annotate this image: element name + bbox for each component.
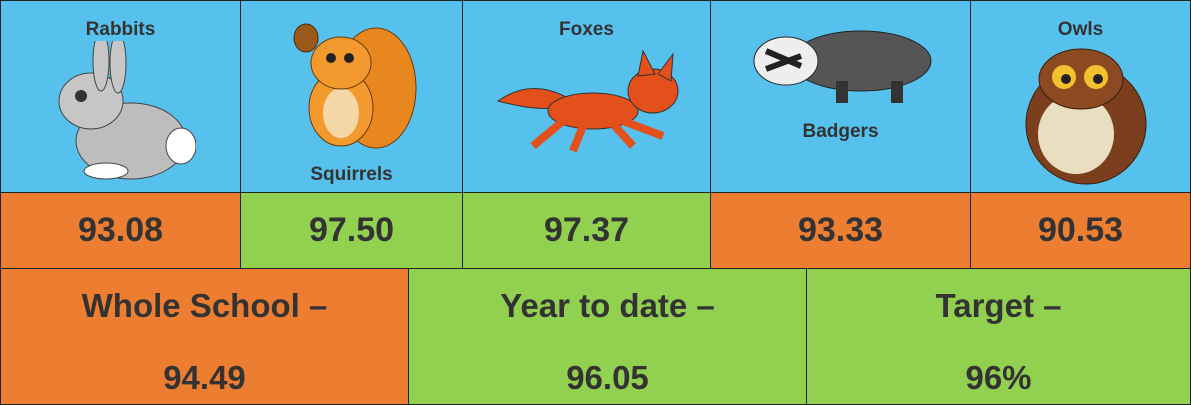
summary-value: 96.05 bbox=[409, 359, 806, 397]
summary-label: Target – bbox=[807, 287, 1190, 325]
class-name: Owls bbox=[971, 19, 1190, 41]
summary-cell: Target – 96% bbox=[806, 268, 1191, 405]
summary-cell: Year to date – 96.05 bbox=[408, 268, 807, 405]
class-score: 97.37 bbox=[462, 192, 711, 269]
summary-cell: Whole School – 94.49 bbox=[0, 268, 409, 405]
summary-value: 96% bbox=[807, 359, 1190, 397]
class-score: 97.50 bbox=[240, 192, 463, 269]
owl-image bbox=[1016, 39, 1156, 189]
class-cell: Owls bbox=[970, 0, 1191, 193]
page: Rabbits Squirrels Foxes bbox=[0, 0, 1191, 405]
squirrel-image bbox=[281, 13, 421, 153]
badger-image bbox=[741, 21, 941, 111]
class-score: 93.33 bbox=[710, 192, 971, 269]
class-name: Foxes bbox=[463, 19, 710, 41]
class-name: Badgers bbox=[711, 121, 970, 143]
class-name: Squirrels bbox=[241, 164, 462, 186]
class-cell: Badgers bbox=[710, 0, 971, 193]
class-cell: Rabbits bbox=[0, 0, 241, 193]
class-score: 93.08 bbox=[0, 192, 241, 269]
summary-label: Year to date – bbox=[409, 287, 806, 325]
fox-image bbox=[493, 46, 693, 166]
summary-value: 94.49 bbox=[1, 359, 408, 397]
class-name: Rabbits bbox=[1, 19, 240, 41]
class-score: 90.53 bbox=[970, 192, 1191, 269]
summary-label: Whole School – bbox=[1, 287, 408, 325]
class-cell: Squirrels bbox=[240, 0, 463, 193]
class-cell: Foxes bbox=[462, 0, 711, 193]
rabbit-image bbox=[46, 41, 196, 186]
